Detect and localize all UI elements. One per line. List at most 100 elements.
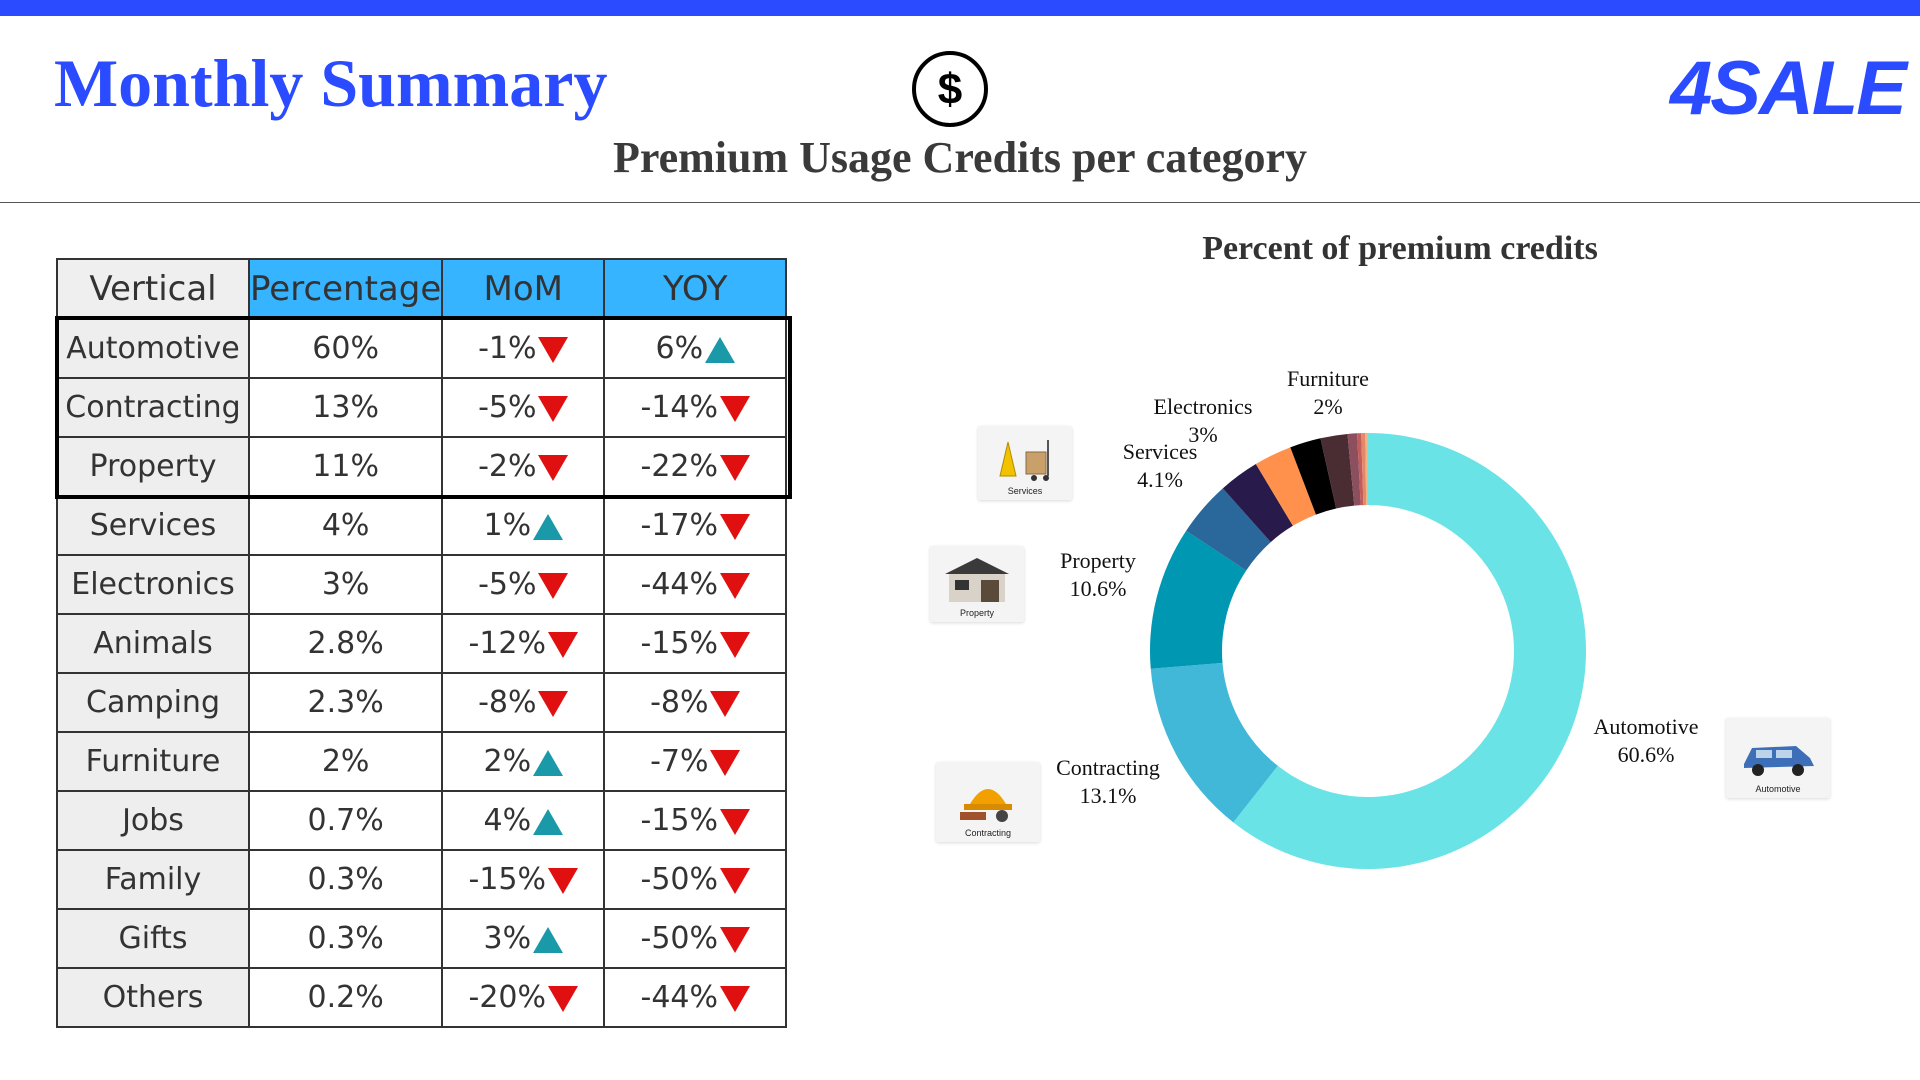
table-header-row: Vertical Percentage MoM YOY [56, 258, 788, 320]
cell-mom: -5% [441, 554, 606, 615]
up-triangle-icon [533, 749, 564, 776]
cell-yoy-text: -22% [640, 449, 719, 484]
header-vertical: Vertical [56, 258, 250, 320]
cell-mom-text: -8% [478, 685, 537, 720]
hard-hat-icon [960, 789, 1012, 822]
automotive-caption: Automotive [1755, 784, 1801, 794]
cell-mom-text: 4% [483, 803, 532, 838]
donut-slice [1186, 488, 1271, 571]
cell-yoy-text: -17% [640, 508, 719, 543]
down-triangle-icon [720, 513, 751, 540]
cell-mom-text: -5% [478, 567, 537, 602]
chart-title: Percent of premium credits [1202, 230, 1598, 267]
cell-vertical: Services [56, 495, 250, 556]
cell-vertical: Camping [56, 672, 250, 733]
donut-slice [1320, 433, 1355, 509]
cell-percentage: 2.8% [247, 613, 444, 674]
cell-mom: -1% [441, 318, 606, 379]
slice-value-label: 13.1% [1080, 783, 1137, 808]
cell-yoy-text: -44% [640, 567, 719, 602]
cell-percentage: 13% [247, 377, 444, 438]
cell-percentage: 0.3% [247, 849, 444, 910]
cell-mom-text: -12% [468, 626, 547, 661]
services-caption: Services [1007, 486, 1043, 496]
down-triangle-icon [548, 985, 579, 1012]
cell-vertical-text: Jobs [122, 803, 184, 838]
car-icon [1744, 746, 1814, 776]
cell-vertical-text: Gifts [118, 921, 188, 956]
cell-percentage: 60% [247, 318, 444, 379]
cell-vertical: Animals [56, 613, 250, 674]
cell-mom-text: 1% [483, 508, 532, 543]
cleaning-tools-icon [999, 440, 1049, 481]
contracting-caption: Contracting [964, 828, 1012, 838]
cell-yoy: -50% [603, 849, 788, 910]
table-row: Services 4% 1% -17% [56, 495, 788, 556]
slice-value-label: 2% [1313, 394, 1342, 419]
cell-yoy-text: -7% [650, 744, 709, 779]
cell-mom: -8% [441, 672, 606, 733]
cell-yoy-text: -15% [640, 803, 719, 838]
cell-vertical: Family [56, 849, 250, 910]
donut-slice [1233, 433, 1587, 869]
svg-text:$: $ [938, 65, 962, 114]
cell-yoy-text: -15% [640, 626, 719, 661]
cell-yoy: -7% [603, 731, 788, 792]
cell-vertical: Automotive [56, 318, 250, 379]
table-row: Camping 2.3% -8% -8% [56, 672, 788, 733]
cell-percentage: 0.3% [247, 908, 444, 969]
table-row: Electronics 3% -5% -44% [56, 554, 788, 615]
cell-yoy-text: -14% [640, 390, 719, 425]
cell-yoy-text: -50% [640, 921, 719, 956]
donut-slice [1365, 433, 1368, 506]
cell-yoy: -44% [603, 554, 788, 615]
donut-slice [1255, 447, 1316, 526]
cell-mom-text: 2% [483, 744, 532, 779]
cell-yoy: -14% [603, 377, 788, 438]
down-triangle-icon [720, 985, 751, 1012]
top-accent-bar [0, 0, 1920, 16]
cell-percentage: 0.2% [247, 967, 444, 1028]
table-row: Property 11% -2% -22% [56, 436, 788, 497]
donut-slice [1150, 662, 1278, 823]
cell-vertical-text: Automotive [66, 331, 240, 366]
down-triangle-icon [710, 749, 741, 776]
cell-percentage: 3% [247, 554, 444, 615]
cell-mom: -20% [441, 967, 606, 1028]
house-icon [945, 558, 1009, 602]
up-triangle-icon [705, 336, 736, 363]
up-triangle-icon [533, 808, 564, 835]
cell-vertical-text: Others [102, 980, 204, 1015]
down-triangle-icon [538, 572, 569, 599]
header-yoy: YOY [603, 258, 788, 320]
slice-label: Contracting [1056, 755, 1160, 780]
cell-percentage-text: 2% [321, 744, 370, 779]
cell-percentage-text: 0.3% [307, 862, 384, 897]
slice-label: Property [1060, 548, 1136, 573]
donut-slice [1361, 433, 1367, 506]
cell-percentage-text: 0.3% [307, 921, 384, 956]
down-triangle-icon [538, 454, 569, 481]
down-triangle-icon [720, 454, 751, 481]
cell-mom-text: -5% [478, 390, 537, 425]
down-triangle-icon [538, 690, 569, 717]
cell-mom: -5% [441, 377, 606, 438]
table-row: Family 0.3% -15% -50% [56, 849, 788, 910]
cell-mom: -2% [441, 436, 606, 497]
down-triangle-icon [710, 690, 741, 717]
cell-percentage-text: 60% [312, 331, 379, 366]
table-row: Gifts 0.3% 3% -50% [56, 908, 788, 969]
cell-vertical-text: Camping [86, 685, 220, 720]
donut-slice [1222, 464, 1293, 543]
cell-vertical-text: Property [89, 449, 217, 484]
cell-yoy: -22% [603, 436, 788, 497]
slice-value-label: 60.6% [1618, 742, 1675, 767]
down-triangle-icon [720, 631, 751, 658]
property-caption: Property [959, 608, 994, 618]
cell-percentage-text: 4% [321, 508, 370, 543]
header-mom: MoM [441, 258, 606, 320]
slice-label: Services [1123, 439, 1198, 464]
page-subtitle: Premium Usage Credits per category [0, 132, 1920, 183]
cell-vertical: Electronics [56, 554, 250, 615]
